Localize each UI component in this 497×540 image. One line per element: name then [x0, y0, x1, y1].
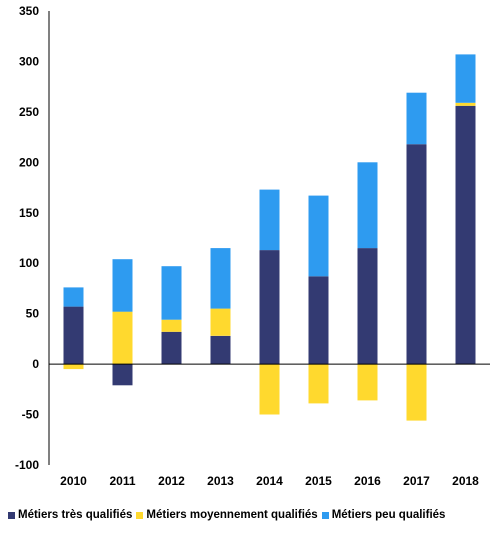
bar-segment-2017-series-2 — [406, 92, 427, 145]
x-tick-label: 2018 — [452, 474, 479, 488]
bar-segment-2010-series-0 — [63, 306, 84, 365]
bar-segment-2016-series-1 — [357, 364, 378, 401]
bar-segment-2012-series-2 — [161, 266, 182, 320]
bar-segment-2011-series-0 — [112, 364, 133, 386]
x-tick-label: 2013 — [207, 474, 234, 488]
bar-segment-2015-series-2 — [308, 195, 329, 277]
y-tick-label: -50 — [22, 408, 40, 422]
x-tick-label: 2011 — [109, 474, 135, 488]
legend-swatch — [136, 511, 144, 519]
y-tick-label: 150 — [19, 206, 39, 220]
bar-segment-2011-series-2 — [112, 259, 133, 312]
x-tick-label: 2010 — [60, 474, 87, 488]
legend-swatch — [8, 511, 15, 519]
legend-swatch — [321, 511, 329, 519]
y-tick-label: -100 — [15, 458, 39, 472]
y-tick-label: 250 — [19, 105, 39, 119]
y-tick-label: 100 — [19, 256, 39, 270]
x-tick-labels: 2010 2011 2012 2013 2014 2015 2016 2017 2018 — [60, 474, 479, 488]
bar-segment-2011-series-1 — [112, 311, 133, 365]
bar-segment-2010-series-1 — [63, 364, 84, 370]
y-tick-label: 50 — [26, 307, 40, 321]
legend-label: Métiers moyennement qualifiés — [146, 509, 318, 521]
y-tick-labels: 350 300 250 200 150 100 50 0 -50 -100 — [15, 4, 39, 472]
bar-segment-2013-series-1 — [210, 308, 231, 336]
x-tick-label: 2015 — [305, 474, 332, 488]
bar-segment-2016-series-2 — [357, 162, 378, 249]
legend-item-peu-qualifies: Métiers peu qualifiés — [321, 509, 446, 521]
x-tick-label: 2016 — [354, 474, 381, 488]
bar-segment-2014-series-0 — [259, 250, 280, 365]
bar-segment-2015-series-0 — [308, 276, 329, 365]
bar-segment-2018-series-2 — [455, 54, 476, 103]
bar-segment-2014-series-2 — [259, 189, 280, 251]
legend: Métiers très qualifiés Métiers moyenneme… — [8, 509, 449, 521]
legend-label: Métiers peu qualifiés — [331, 509, 446, 521]
bar-segment-2016-series-0 — [357, 248, 378, 365]
bar-segment-2018-series-0 — [455, 105, 476, 365]
x-tick-label: 2014 — [256, 474, 283, 488]
x-tick-label: 2012 — [158, 474, 185, 488]
bar-segment-2012-series-0 — [161, 331, 182, 365]
y-tick-label: 200 — [19, 155, 39, 169]
legend-label: Métiers très qualifiés — [18, 509, 133, 521]
bar-segment-2015-series-1 — [308, 364, 329, 404]
bar-segment-2013-series-0 — [210, 335, 231, 365]
bar-segment-2017-series-1 — [406, 364, 427, 421]
bar-segment-2018-series-1 — [455, 102, 476, 106]
legend-item-moyennement-qualifies: Métiers moyennement qualifiés — [136, 509, 318, 521]
bar-segment-2017-series-0 — [406, 144, 427, 365]
bar-segment-2012-series-1 — [161, 319, 182, 332]
bar-segment-2014-series-1 — [259, 364, 280, 415]
bars-group — [63, 54, 476, 421]
bar-segment-2013-series-2 — [210, 248, 231, 309]
y-tick-label: 350 — [19, 4, 39, 18]
legend-item-tres-qualifies: Métiers très qualifiés — [8, 509, 132, 521]
y-tick-label: 300 — [19, 54, 39, 68]
bar-segment-2010-series-2 — [63, 287, 84, 307]
x-tick-label: 2017 — [403, 474, 430, 488]
y-tick-label: 0 — [32, 357, 39, 371]
